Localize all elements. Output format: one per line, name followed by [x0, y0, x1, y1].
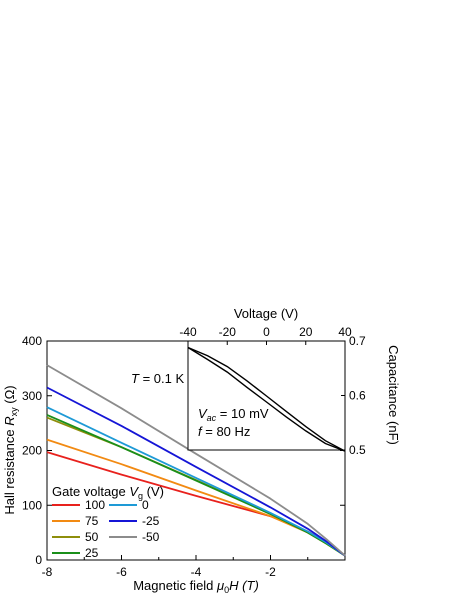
main-x-tick-label: -2 — [265, 565, 276, 579]
inset-y-axis-label: Capacitance (nF) — [386, 345, 401, 445]
legend-title: Gate voltage Vg (V) — [52, 484, 164, 501]
main-y-axis-label: Hall resistance Rxy (Ω) — [2, 385, 19, 514]
main-y-tick-label: 100 — [22, 498, 42, 512]
inset-capacitance-trace-1 — [187, 346, 346, 452]
legend-label: 75 — [85, 514, 99, 528]
legend-entries: 100 75 50 25 0 -25 -50 — [52, 498, 160, 560]
inset-x-tick-label: 20 — [299, 325, 313, 339]
main-y-tick-label: 300 — [22, 389, 42, 403]
legend: Gate voltage Vg (V) 100 75 50 25 0 -25 -50 — [52, 484, 164, 560]
inset-vac-annotation: Vac = 10 mV — [198, 406, 269, 423]
main-series-group — [46, 364, 346, 557]
main-y-tick-label: 0 — [35, 553, 42, 567]
inset-x-tick-label: -40 — [179, 325, 197, 339]
inset-capacitance-trace-2 — [187, 346, 346, 452]
main-x-tick-label: -4 — [191, 565, 202, 579]
main-x-axis-label: Magnetic field μ0H (T) — [133, 578, 259, 595]
inset-y-tick-label: 0.5 — [349, 443, 366, 457]
inset-series-group — [187, 346, 346, 452]
inset-x-tick-label: 0 — [263, 325, 270, 339]
inset-y-tick-label: 0.7 — [349, 334, 366, 348]
inset-freq-annotation: f = 80 Hz — [198, 424, 250, 439]
series-line-vg-minus-25 — [46, 386, 346, 557]
main-y-tick-label: 400 — [22, 334, 42, 348]
temperature-annotation: T = 0.1 K — [131, 371, 184, 386]
main-x-ticks: -8 -6 -4 -2 — [42, 555, 309, 579]
inset-y-ticks: 0.5 0.6 0.7 — [341, 334, 366, 457]
inset-x-ticks: -40 -20 0 20 40 — [179, 325, 352, 345]
inset-x-tick-label: -20 — [219, 325, 237, 339]
main-y-tick-label: 200 — [22, 444, 42, 458]
main-x-tick-label: -8 — [42, 565, 53, 579]
inset-y-tick-label: 0.6 — [349, 389, 366, 403]
legend-label: -25 — [142, 514, 160, 528]
inset-x-tick-label: 40 — [338, 325, 352, 339]
legend-label: 25 — [85, 546, 99, 560]
legend-label: 50 — [85, 530, 99, 544]
series-line-vg-minus-50 — [46, 364, 346, 557]
inset-x-axis-label: Voltage (V) — [234, 306, 298, 321]
legend-label: -50 — [142, 530, 160, 544]
main-x-tick-label: -6 — [116, 565, 127, 579]
legend-label: 100 — [85, 498, 105, 512]
legend-label: 0 — [142, 498, 149, 512]
